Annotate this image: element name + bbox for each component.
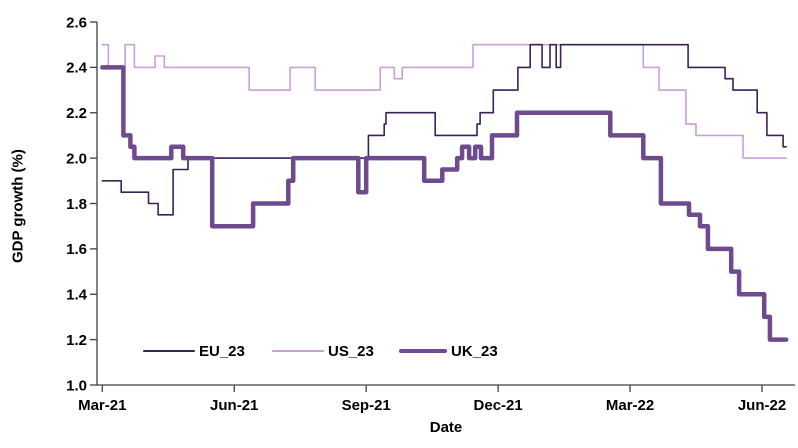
x-tick-label: Dec-21 [474, 397, 523, 414]
y-tick-label: 1.0 [66, 377, 87, 394]
x-tick-label: Sep-21 [342, 397, 391, 414]
x-tick-label: Jun-22 [738, 397, 786, 414]
x-tick-label: Mar-22 [606, 397, 654, 414]
series-line-US_23 [101, 43, 787, 159]
y-tick-label: 1.2 [66, 332, 87, 349]
series-line-UK_23 [100, 65, 789, 342]
y-tick-label: 2.2 [66, 105, 87, 122]
y-tick-label: 2.0 [66, 150, 87, 167]
y-tick-label: 1.6 [66, 241, 87, 258]
y-axis-title: GDP growth (%) [9, 149, 27, 263]
x-tick-label: Jun-21 [210, 397, 258, 414]
x-tick-label: Mar-21 [78, 397, 126, 414]
y-tick-label: 1.8 [66, 196, 87, 213]
y-tick-label: 1.4 [66, 287, 88, 304]
y-tick-label: 2.6 [66, 14, 87, 31]
y-tick-label: 2.4 [66, 60, 88, 77]
series-line-EU_23 [101, 43, 787, 216]
x-axis-title: Date [429, 419, 463, 436]
